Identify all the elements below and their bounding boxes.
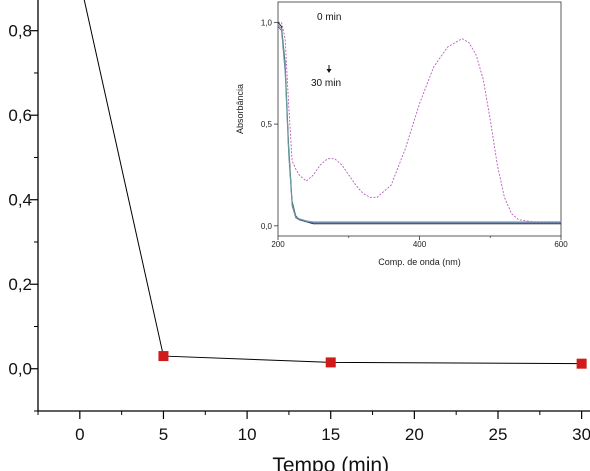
inset-y-axis-title: Absorbância <box>235 84 245 134</box>
main-data-point <box>576 358 587 369</box>
inset-annotation-30min: 30 min <box>311 78 341 89</box>
inset-plot: 200 400 600 0,0 0,5 1,0 Comp. de onda (nm) Abso… <box>235 1 568 267</box>
main-data-point <box>325 357 336 368</box>
inset-x-axis-title: Comp. de onda (nm) <box>378 257 461 267</box>
main-x-tick-label: 25 <box>489 425 508 444</box>
inset-y-tick-label: 0,5 <box>261 120 273 129</box>
inset-x-tick-label: 400 <box>413 240 427 249</box>
main-x-tick-label: 15 <box>321 425 340 444</box>
main-plot: 0 5 10 15 20 25 30 0,0 0,2 0,4 0,6 0,8 Tempo (min) <box>8 0 590 471</box>
main-y-tick-label: 0,4 <box>8 191 32 210</box>
main-series-line <box>83 0 582 365</box>
inset-x-tick-label: 200 <box>271 240 285 249</box>
main-y-tick-label: 0,6 <box>8 106 32 125</box>
main-x-tick-label: 5 <box>159 425 168 444</box>
main-x-tick-label: 10 <box>238 425 257 444</box>
main-y-tick-label: 0,0 <box>8 360 32 379</box>
main-y-tick-label: 0,8 <box>8 22 32 41</box>
inset-spectrum-line <box>277 22 561 225</box>
inset-spectrum-line <box>277 24 561 223</box>
main-x-tick-label: 20 <box>405 425 424 444</box>
main-y-tick-label: 0,2 <box>8 275 32 294</box>
inset-x-tick-label: 600 <box>554 240 568 249</box>
inset-spectrum-line <box>278 21 561 223</box>
inset-y-tick-label: 0,0 <box>261 222 273 231</box>
main-data-point <box>158 351 169 362</box>
inset-spectrum-line <box>277 26 561 224</box>
inset-y-tick-label: 1,0 <box>261 18 273 27</box>
inset-frame <box>277 1 562 237</box>
main-x-tick-label: 30 <box>572 425 590 444</box>
inset-annotation-0min: 0 min <box>317 12 341 23</box>
inset-arrow-head <box>326 69 332 73</box>
main-x-tick-label: 0 <box>75 425 84 444</box>
main-x-axis-title: Tempo (min) <box>272 454 389 471</box>
